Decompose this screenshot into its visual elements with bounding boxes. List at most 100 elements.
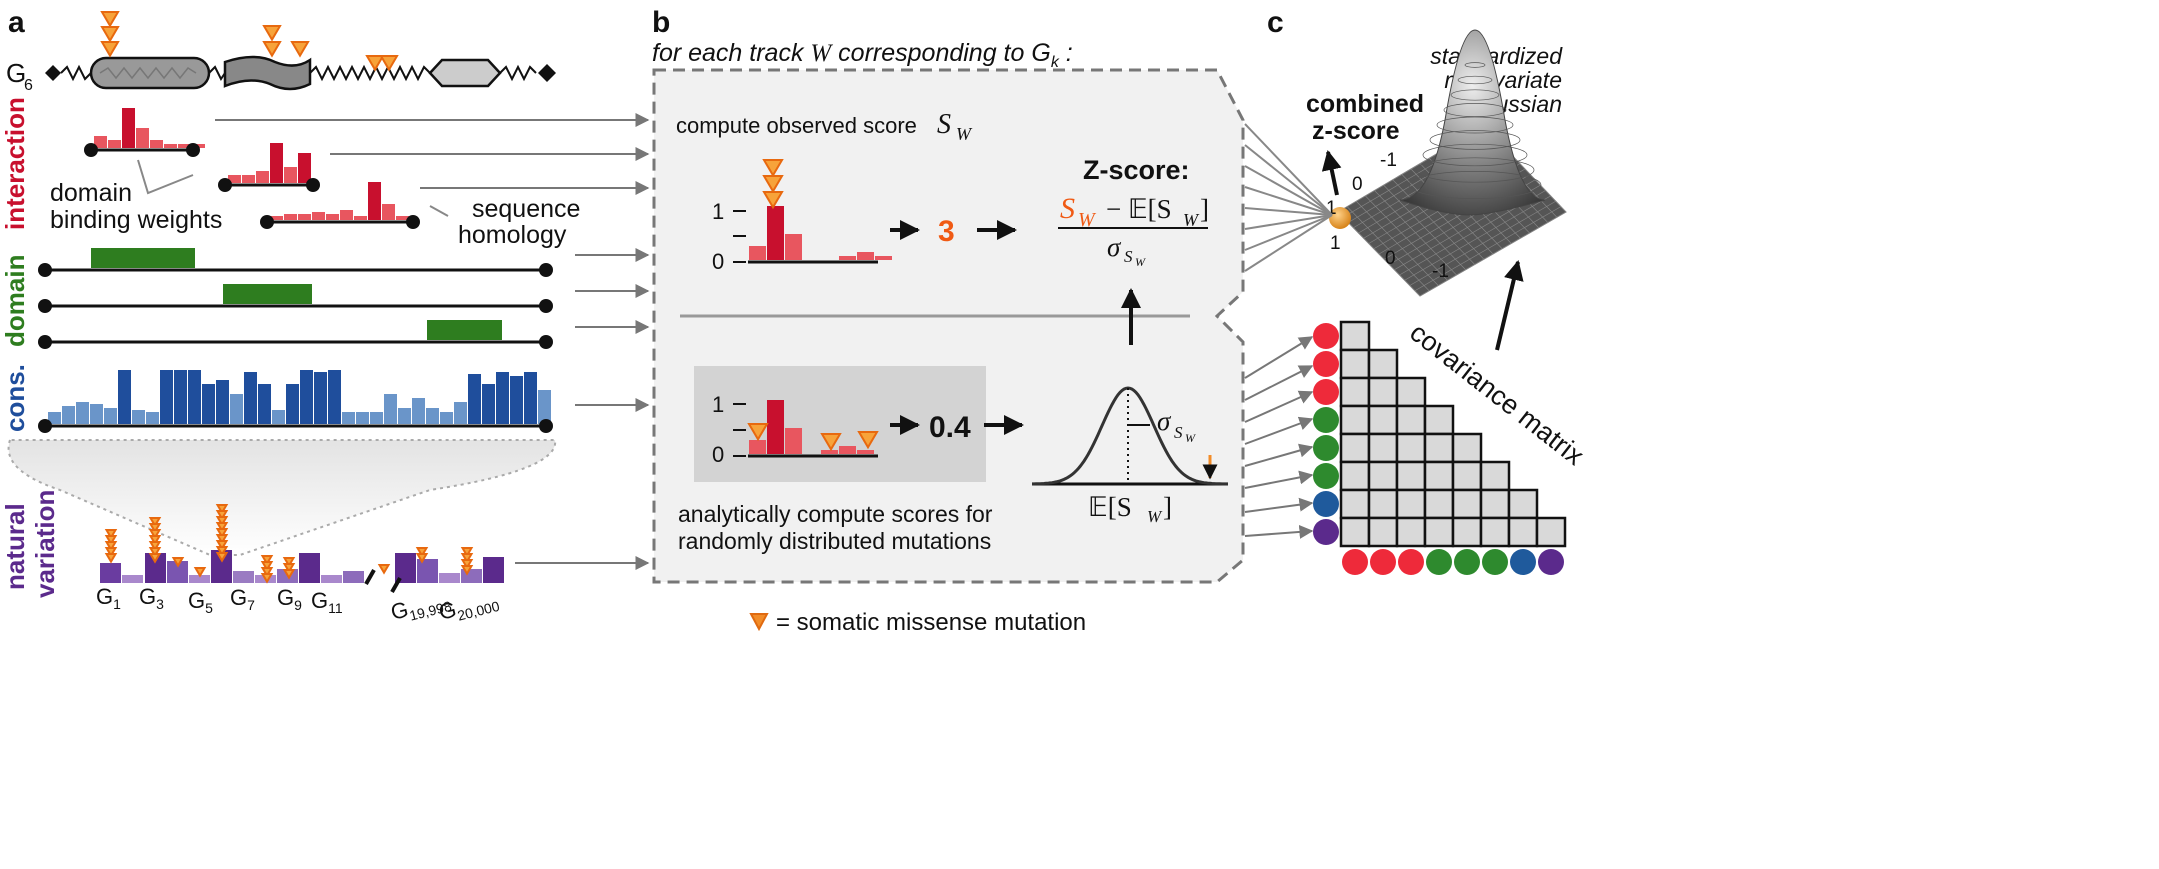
- domain-3-shape: [428, 58, 502, 88]
- mutation-icon: [148, 535, 162, 546]
- conservation-bar: [272, 410, 285, 424]
- svg-text:S: S: [1060, 192, 1075, 225]
- histogram-bar: [150, 140, 163, 148]
- covariance-cell: [1367, 348, 1399, 380]
- covariance-cell: [1367, 376, 1399, 408]
- histogram-bar: [821, 450, 838, 454]
- covariance-cell: [1339, 488, 1371, 520]
- histogram-bar: [857, 252, 874, 260]
- histogram-bar: [256, 171, 269, 183]
- track-dot-column: [1482, 549, 1508, 575]
- domain-track-2: [38, 284, 553, 313]
- histogram-bar: [875, 256, 892, 260]
- sequence-homology-annotation: sequence homology: [429, 195, 580, 249]
- mutation-icon: [215, 522, 229, 533]
- conservation-bar: [160, 370, 173, 424]
- gene-label: G7: [230, 585, 255, 613]
- covariance-cell: [1423, 432, 1455, 464]
- covariance-cell: [1367, 460, 1399, 492]
- conservation-bar: [286, 384, 299, 424]
- conservation-bar: [62, 406, 75, 424]
- svg-text:1: 1: [712, 199, 724, 224]
- histogram-bar: [857, 450, 874, 454]
- observed-score-label: compute observed score S W: [676, 109, 973, 144]
- variation-bar: [321, 575, 342, 583]
- variation-bar: [189, 575, 210, 583]
- variation-bar: [461, 569, 482, 583]
- histogram-bar: [785, 234, 802, 260]
- gene-label: G9: [277, 585, 302, 613]
- variation-bar: [343, 571, 364, 583]
- svg-text:0: 0: [712, 249, 724, 274]
- conservation-bar: [188, 370, 201, 424]
- conservation-bar: [146, 412, 159, 424]
- mutation-icon: [148, 523, 162, 534]
- axis-tick-label: 0: [1385, 248, 1396, 269]
- mutation-icon: [215, 540, 229, 551]
- conservation-bar: [300, 370, 313, 424]
- zoom-fan: [7, 439, 557, 556]
- svg-text:S: S: [1124, 247, 1133, 266]
- mutation-icon: [415, 553, 429, 564]
- gaussian-surface: [1329, 29, 1567, 297]
- variation-bar: [417, 559, 438, 583]
- mutation-icon: [171, 557, 185, 568]
- surface-contour: [1422, 143, 1528, 167]
- mutation-icon: [100, 11, 120, 28]
- random-score-value: 0.4: [929, 411, 971, 444]
- mutation-icon: [215, 504, 229, 515]
- variation-bar: [483, 557, 504, 583]
- conservation-bar: [440, 412, 453, 424]
- mutation-icon: [415, 547, 429, 558]
- svg-text:combined: combined: [1306, 90, 1424, 118]
- axis-tick-label: 0: [1352, 174, 1363, 195]
- histogram-bar: [368, 182, 381, 220]
- histogram-bar: [242, 175, 255, 183]
- conservation-bar: [244, 372, 257, 424]
- observed-histogram-axis: 1 0: [712, 199, 878, 274]
- conservation-bar: [174, 370, 187, 424]
- histogram-bar: [340, 210, 353, 220]
- interaction-histogram-3: [270, 182, 409, 220]
- svg-text:standardized: standardized: [1430, 43, 1563, 69]
- panel-c-label: c: [1267, 6, 1284, 39]
- svg-text:W: W: [1078, 209, 1097, 231]
- domain-track-1: [38, 248, 553, 277]
- svg-text:S: S: [937, 109, 951, 140]
- covariance-cell: [1451, 432, 1483, 464]
- histogram-bar: [136, 128, 149, 148]
- svg-text:Z-score:: Z-score:: [1083, 155, 1190, 185]
- gene-label: G5: [188, 588, 213, 616]
- mutation-icon: [762, 191, 784, 210]
- mutation-icon: [290, 41, 310, 58]
- histogram-bar: [298, 153, 311, 183]
- svg-text:W: W: [956, 124, 973, 144]
- histogram-bar: [396, 216, 409, 220]
- mutation-icon: [820, 433, 842, 452]
- histogram-bar: [298, 214, 311, 220]
- conservation-bar: [230, 394, 243, 424]
- conservation-bar: [370, 412, 383, 424]
- mutation-icon: [365, 55, 385, 72]
- variation-bar: [439, 573, 460, 583]
- svg-text:]: ]: [1200, 194, 1209, 224]
- mutation-icon: [193, 567, 207, 578]
- mutation-icon: [215, 534, 229, 545]
- svg-text:0: 0: [712, 442, 724, 467]
- variation-bar: [395, 553, 416, 583]
- track-dot-row: [1313, 519, 1339, 545]
- surface-contour: [1415, 157, 1535, 183]
- histogram-bar: [382, 204, 395, 220]
- svg-text:domain: domain: [50, 179, 132, 207]
- mutation-icon: [282, 557, 296, 568]
- surface-grid-line: [1414, 206, 1562, 292]
- panel-b-heading: for each track W corresponding to Gk :: [652, 39, 1073, 71]
- surface-contour: [1450, 89, 1500, 101]
- mutation-icon: [282, 569, 296, 580]
- gene-g6-structure: [45, 55, 556, 91]
- mutation-icon: [460, 547, 474, 558]
- variation-bar: [233, 571, 254, 583]
- svg-text:W: W: [1183, 210, 1200, 230]
- covariance-cell: [1395, 488, 1427, 520]
